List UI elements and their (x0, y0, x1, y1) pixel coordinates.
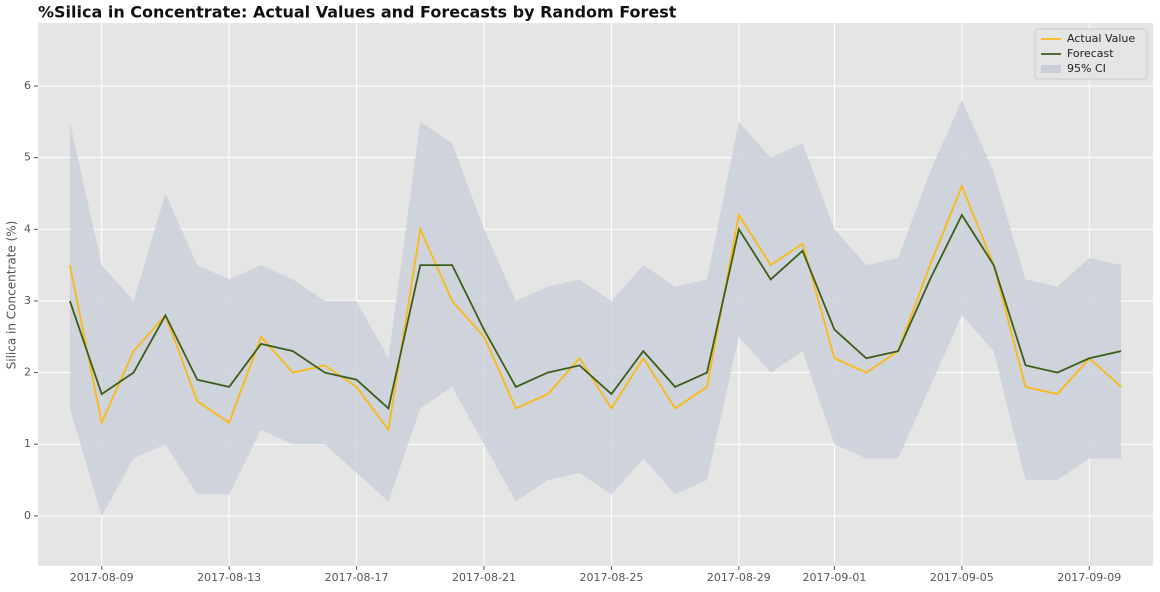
x-tick-label: 2017-08-09 (70, 571, 134, 584)
x-tick-label: 2017-09-05 (930, 571, 994, 584)
marks (68, 100, 1122, 516)
x-tick-label: 2017-08-29 (707, 571, 771, 584)
legend-label: Forecast (1067, 47, 1114, 60)
series-line (69, 213, 1122, 411)
legend-box (1034, 28, 1148, 80)
x-tick-label: 2017-09-09 (1057, 571, 1121, 584)
y-tick-label: 2 (24, 366, 31, 379)
y-tick-label: 0 (24, 509, 31, 522)
legend-label: 95% CI (1067, 62, 1106, 75)
chart-title: %Silica in Concentrate: Actual Values an… (38, 3, 677, 22)
x-tick-label: 2017-08-17 (325, 571, 389, 584)
y-tick-label: 4 (24, 222, 31, 235)
legend: Actual Value Forecast 95% CI (1034, 28, 1148, 80)
legend-swatch (1041, 65, 1061, 73)
x-tick-label: 2017-08-13 (197, 571, 261, 584)
y-tick-label: 3 (24, 294, 31, 307)
y-tick-label: 6 (24, 79, 31, 92)
x-tick-label: 2017-09-01 (802, 571, 866, 584)
x-tick-label: 2017-08-25 (579, 571, 643, 584)
y-axis-label: Silica in Concentrate (%) (5, 221, 19, 370)
legend-label: Actual Value (1067, 32, 1135, 45)
ci-band (69, 100, 1122, 516)
y-tick-label: 5 (24, 151, 31, 164)
series-line (68, 183, 1122, 433)
y-tick-label: 1 (24, 437, 31, 450)
x-tick-label: 2017-08-21 (452, 571, 516, 584)
